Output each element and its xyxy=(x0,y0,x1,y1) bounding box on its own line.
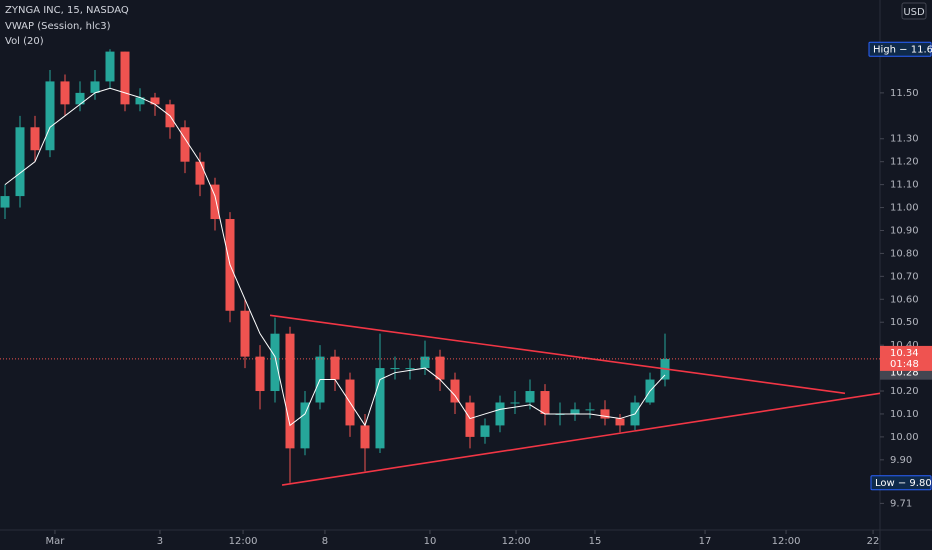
x-tick-label: 12:00 xyxy=(772,536,801,547)
x-tick-label: 15 xyxy=(589,536,602,547)
candle-body xyxy=(390,368,400,370)
candle-body xyxy=(510,402,520,404)
indicator-label: VWAP (Session, hlc3) xyxy=(5,21,111,32)
candle-body xyxy=(30,127,40,151)
candle-body xyxy=(135,97,145,105)
candle-body xyxy=(360,425,370,449)
candle-body xyxy=(105,51,115,82)
candle-body xyxy=(570,409,580,414)
candle-body xyxy=(180,127,190,162)
currency-box[interactable] xyxy=(901,2,927,20)
y-tick-label: 11.10 xyxy=(890,180,919,191)
candle-body xyxy=(15,127,25,197)
y-tick-label: 9.90 xyxy=(890,455,912,466)
x-tick-label: 12:00 xyxy=(502,536,531,547)
x-tick-label: 12:00 xyxy=(229,536,258,547)
y-tick-label: 10.40 xyxy=(890,340,919,351)
candle-body xyxy=(420,356,430,369)
axes: 11.50 11.30 11.20 11.10 11.00 10.90 10.80 10.70… xyxy=(46,88,919,547)
chart-title: ZYNGA INC, 15, NASDAQ xyxy=(5,5,129,16)
low-tag-box xyxy=(870,475,932,491)
candle-body xyxy=(210,184,220,220)
x-tick-label: Mar xyxy=(46,536,66,547)
y-tick-label: 10.60 xyxy=(890,294,919,305)
x-tick-label: 10 xyxy=(424,536,437,547)
candle-body xyxy=(450,379,460,403)
x-tick-label: 8 xyxy=(322,536,328,547)
last-price-box xyxy=(880,345,932,371)
candle-body xyxy=(540,391,550,414)
y-tick-label: 10.20 xyxy=(890,386,919,397)
candle-body xyxy=(585,409,595,411)
candle-body xyxy=(480,425,490,437)
candle-body xyxy=(300,402,310,449)
candle-body xyxy=(615,418,625,426)
candle-body xyxy=(435,356,445,380)
plot-area xyxy=(0,49,880,486)
candle-body xyxy=(405,368,415,370)
high-tag-box xyxy=(868,41,932,57)
last-price: 10.34 xyxy=(890,348,919,359)
vwap-line xyxy=(4,87,666,427)
currency[interactable]: USD xyxy=(903,7,925,18)
candle-body xyxy=(240,310,250,357)
y-tick-label: 10.90 xyxy=(890,225,919,236)
low-tag: Low − 9.80 xyxy=(875,478,932,489)
candle-body xyxy=(60,81,70,105)
trend-line xyxy=(281,392,880,486)
candle-body xyxy=(285,333,295,449)
candle-body xyxy=(195,161,205,185)
y-tick-label: 9.71 xyxy=(890,498,912,509)
candle-body xyxy=(120,51,130,105)
candle-body xyxy=(150,97,160,105)
candle-body xyxy=(375,368,385,449)
indicator-label: Vol (20) xyxy=(5,36,44,47)
candle-body xyxy=(0,196,10,208)
candle-body xyxy=(255,356,265,392)
candle-body xyxy=(465,402,475,437)
x-tick-label: 3 xyxy=(157,536,163,547)
candle-body xyxy=(330,356,340,380)
y-tick-label: 11.20 xyxy=(890,157,919,168)
y-tick-label: 11.30 xyxy=(890,134,919,145)
candle-body xyxy=(90,81,100,93)
candle-body xyxy=(525,391,535,403)
candle-body xyxy=(270,333,280,392)
countdown: 01:48 xyxy=(890,359,919,370)
trend-line xyxy=(269,314,846,395)
y-tick-label: 10.00 xyxy=(890,432,919,443)
y-tick-label: 10.80 xyxy=(890,248,919,259)
high-tag: High − 11.69 xyxy=(873,44,932,55)
candle-body xyxy=(600,409,610,419)
y-tick-label: 10.70 xyxy=(890,271,919,282)
candle-body xyxy=(495,402,505,426)
x-tick-label: 22 xyxy=(867,536,880,547)
x-tick-label: 17 xyxy=(699,536,712,547)
y-tick-label: 11.00 xyxy=(890,203,919,214)
y-tick-label: 10.50 xyxy=(890,317,919,328)
candle-body xyxy=(45,81,55,151)
vwap-tag: 10.28 xyxy=(890,368,919,379)
y-tick-label: 10.10 xyxy=(890,409,919,420)
candle-body xyxy=(75,92,85,105)
y-tick-label: 11.50 xyxy=(890,88,919,99)
